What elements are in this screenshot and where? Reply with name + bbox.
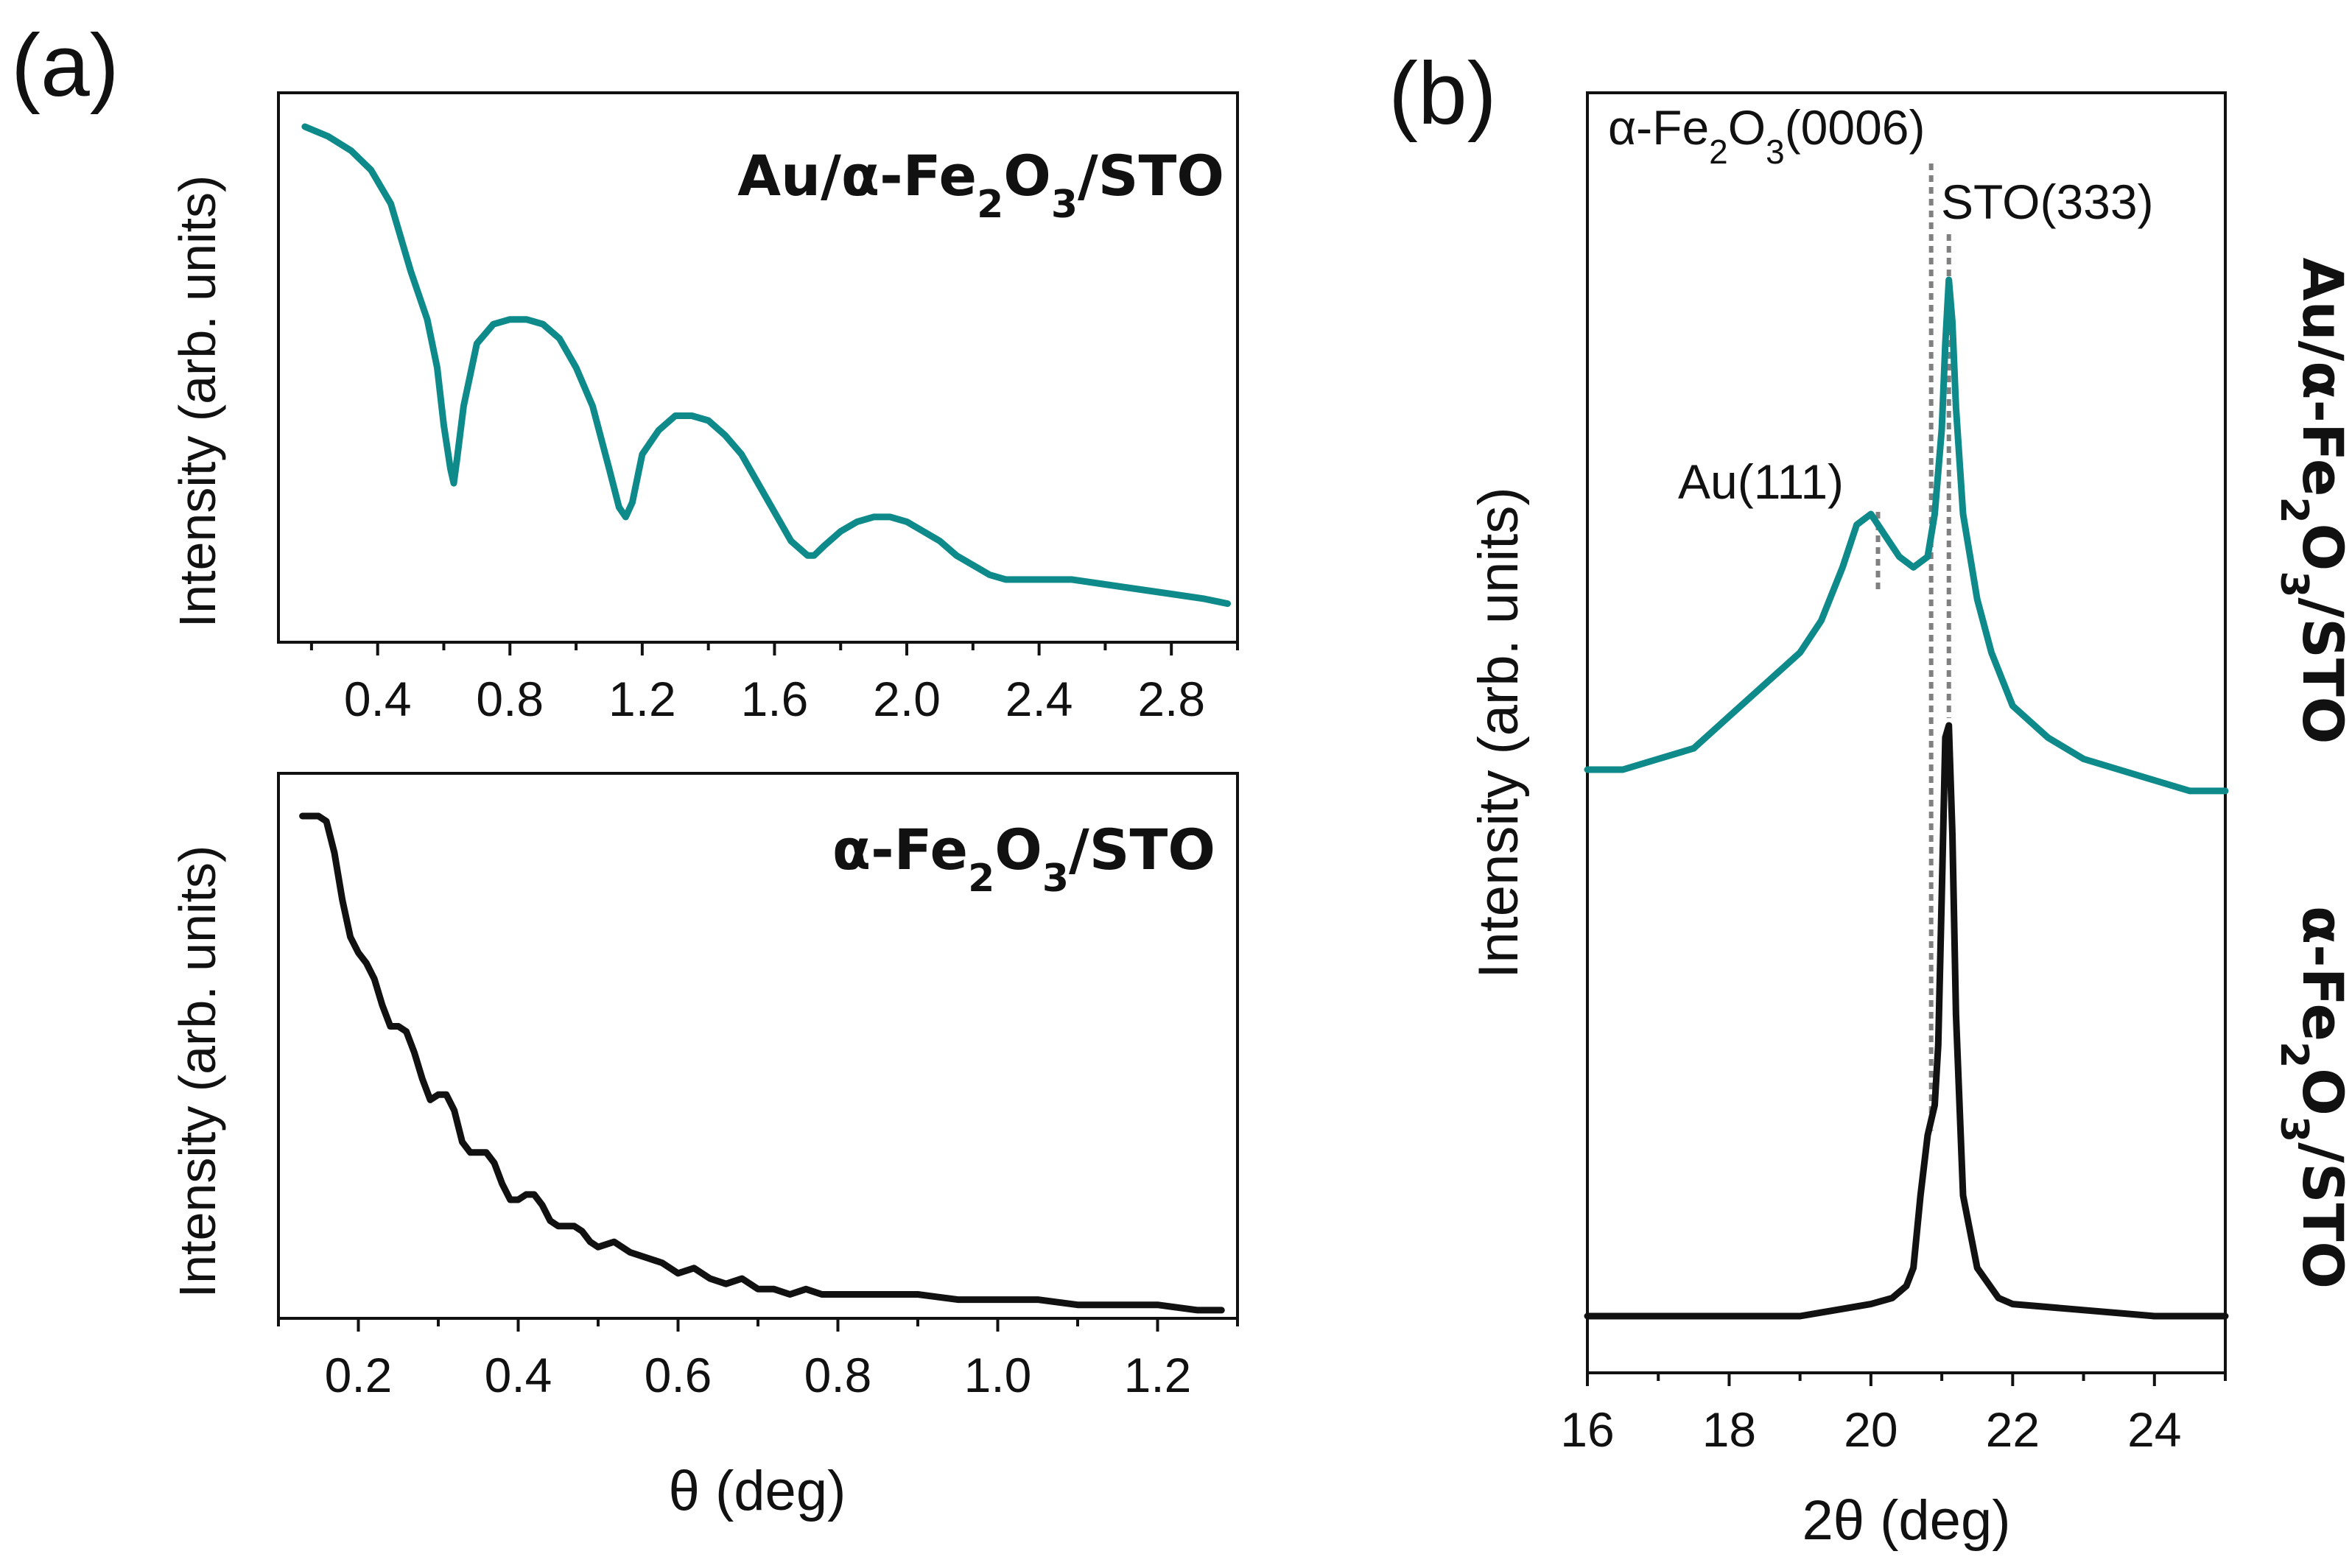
b-x-tick-label: 22: [1986, 1402, 2040, 1457]
panel-a-letter: (a): [11, 16, 119, 115]
y-axis-label-a-bottom: Intensity (arb. units): [169, 845, 226, 1298]
y-axis-label-b: Intensity (arb. units): [1467, 487, 1530, 978]
panel-a-bottom: 0.2 0.4 0.6 0.8 1.0 1.2 α-Fe2O3/STO Intensity…: [169, 772, 1239, 1522]
b-x-tick-label: 20: [1844, 1402, 1898, 1457]
annotation-au-111: Au(111): [1678, 454, 1844, 509]
data-line-au-fe2o3-sto: [301, 123, 1231, 608]
data-line-b-fe2o3-sto: [1584, 722, 2229, 1320]
y-axis-label-a-top: Intensity (arb. units): [169, 175, 226, 628]
x-ticks-b: 16 18 20 22 24: [1560, 1373, 2227, 1457]
annotation-sto-333: STO(333): [1941, 175, 2154, 229]
a-bottom-x-tick-label: 1.2: [1124, 1348, 1192, 1402]
series-label-b-bottom: α-Fe2O3/STO: [2272, 906, 2352, 1289]
b-x-tick-label: 24: [2127, 1402, 2181, 1457]
x-axis-label-b: 2θ (deg): [1802, 1489, 2010, 1552]
a-top-x-tick-label: 2.8: [1137, 672, 1205, 726]
x-axis-label-a: θ (deg): [669, 1460, 846, 1522]
plot-frame-b: [1586, 91, 2227, 1374]
a-bottom-x-tick-label: 0.6: [645, 1348, 712, 1402]
b-x-tick-label: 18: [1702, 1402, 1756, 1457]
panel-a-top: 0.4 0.8 1.2 1.6 2.0 2.4 2.8 Au/α-Fe2O3/STO Int…: [169, 91, 1239, 726]
a-bottom-x-tick-label: 0.8: [804, 1348, 872, 1402]
x-ticks-a-top: 0.4 0.8 1.2 1.6 2.0 2.4 2.8: [309, 642, 1239, 726]
a-top-x-tick-label: 1.2: [608, 672, 676, 726]
panel-b-letter: (b): [1389, 44, 1497, 143]
sample-label-a-bottom: α-Fe2O3/STO: [832, 817, 1215, 901]
sample-label-a-top: Au/α-Fe2O3/STO: [737, 143, 1224, 227]
plot-frame-a-top: [277, 91, 1239, 644]
a-top-x-tick-label: 2.4: [1005, 672, 1073, 726]
a-bottom-x-tick-label: 1.0: [964, 1348, 1032, 1402]
data-line-b-au-fe2o3-sto: [1584, 276, 2229, 795]
data-line-fe2o3-sto: [299, 812, 1225, 1314]
a-top-x-tick-label: 2.0: [873, 672, 941, 726]
a-top-x-tick-label: 0.8: [476, 672, 544, 726]
a-bottom-x-tick-label: 0.2: [325, 1348, 393, 1402]
a-top-x-tick-label: 0.4: [344, 672, 412, 726]
a-bottom-x-tick-label: 0.4: [485, 1348, 552, 1402]
annotation-fe2o3-0006: α-Fe2O3(0006): [1608, 100, 1925, 171]
panel-b: 16 18 20 22 24 α-Fe2O3(0006) STO(333) Au(111…: [1467, 91, 2352, 1552]
b-x-tick-label: 16: [1560, 1402, 1614, 1457]
x-ticks-a-bottom: 0.2 0.4 0.6 0.8 1.0 1.2: [277, 1318, 1239, 1402]
a-top-x-tick-label: 1.6: [741, 672, 809, 726]
series-label-b-top: Au/α-Fe2O3/STO: [2272, 258, 2352, 745]
